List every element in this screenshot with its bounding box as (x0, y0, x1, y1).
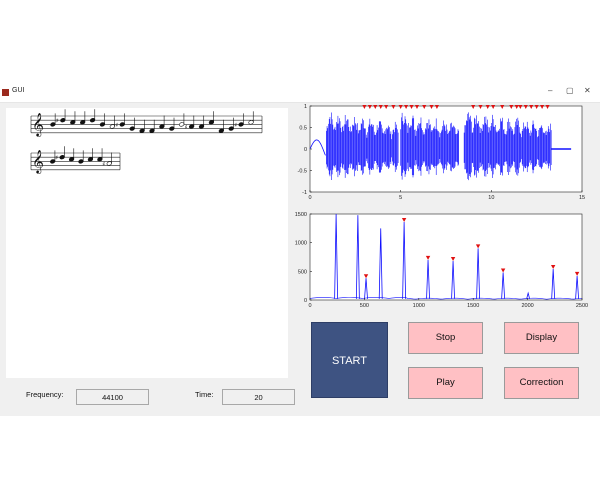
spectrum-peak (402, 222, 407, 299)
peak-marker (425, 255, 431, 260)
peak-marker (429, 105, 434, 109)
spectrum-peak (426, 259, 430, 299)
spectrum-baseline (309, 297, 583, 300)
y-tick-label: 0.5 (299, 126, 307, 132)
y-tick-label: 1 (304, 104, 307, 110)
y-tick-label: -1 (302, 190, 307, 196)
time-label: Time: (195, 390, 214, 399)
peak-marker (534, 105, 539, 109)
peak-marker (422, 105, 427, 109)
waveform-plot: 0 5 10 15 1 0.5 0 -0.5 -1 (298, 104, 586, 201)
spectrum-peak (355, 215, 360, 299)
staff-2: 𝄞 (30, 149, 121, 174)
display-button[interactable]: Display (504, 322, 579, 354)
peak-marker (367, 105, 372, 109)
y-tick-label: 500 (298, 269, 307, 275)
minimize-icon[interactable]: – (548, 86, 553, 95)
y-tick-label: 1000 (295, 241, 307, 247)
spectrum-peak (551, 269, 556, 299)
spectrum-peak (501, 272, 506, 299)
waveform-series (309, 112, 572, 181)
peak-marker (514, 105, 519, 109)
y-tick-label: 0 (304, 298, 307, 304)
sharp-icon: ♯ (234, 122, 237, 129)
peak-marker (478, 105, 483, 109)
x-tick-label: 0 (308, 195, 311, 201)
title-bar: GUI – ▢ ✕ (0, 84, 600, 103)
peak-marker (529, 105, 534, 109)
x-tick-label: 5 (399, 195, 402, 201)
time-field[interactable]: 20 (222, 389, 295, 405)
spectrum-plot: 0 500 1000 1500 2000 2500 1500 1000 500 0 (295, 212, 588, 309)
sheet-music: 𝄞 𝄞 ♯ ♯ ♯ ♯ ♯ ♯ (30, 109, 263, 174)
sharp-icon: ♯ (185, 124, 188, 131)
peak-marker (391, 105, 396, 109)
x-tick-label: 0 (308, 303, 311, 309)
spectrum-peak (334, 213, 339, 299)
frequency-label: Frequency: (26, 390, 64, 399)
maximize-icon[interactable]: ▢ (566, 86, 574, 95)
sharp-icon: ♯ (56, 118, 59, 125)
spectrum-peak (476, 248, 480, 299)
start-button[interactable]: START (311, 322, 388, 398)
treble-clef-icon: 𝄞 (32, 112, 44, 137)
peak-marker (509, 105, 514, 109)
y-tick-label: -0.5 (298, 169, 307, 175)
peak-marker (398, 105, 403, 109)
sharp-icon: ♯ (115, 122, 118, 129)
peak-marker (409, 105, 414, 109)
treble-clef-icon: 𝄞 (32, 149, 44, 174)
x-tick-label: 15 (579, 195, 585, 201)
peak-marker (491, 105, 496, 109)
peak-marker (404, 105, 409, 109)
x-tick-label: 500 (360, 303, 369, 309)
sharp-icon: ♯ (55, 155, 58, 162)
peak-marker (523, 105, 528, 109)
peak-marker (518, 105, 523, 109)
peak-marker (500, 268, 506, 273)
gui-window: GUI – ▢ ✕ 𝄞 𝄞 ♯ ♯ ♯ ♯ ♯ ♯ Frequency: 44100 T… (0, 84, 600, 416)
peak-marker (414, 105, 419, 109)
staff-1: 𝄞 (30, 112, 263, 137)
peak-marker (378, 105, 383, 109)
peak-marker (540, 105, 545, 109)
close-icon[interactable]: ✕ (584, 86, 591, 95)
spectrum-peak (378, 228, 383, 299)
peak-marker (545, 105, 550, 109)
correction-button[interactable]: Correction (504, 367, 579, 399)
peak-marker (450, 257, 456, 262)
peak-marker (362, 105, 367, 109)
x-tick-label: 2500 (576, 303, 588, 309)
x-tick-label: 2000 (521, 303, 533, 309)
spectrum-peak (575, 275, 580, 299)
spectrum-peak (526, 291, 531, 299)
spectrum-peak (451, 260, 455, 299)
app-icon (2, 89, 9, 96)
plot-frame (309, 213, 583, 301)
sharp-icon: ♯ (102, 161, 105, 168)
window-title: GUI (12, 87, 25, 94)
peak-marker (574, 271, 580, 276)
peak-marker (384, 105, 389, 109)
x-tick-label: 10 (488, 195, 494, 201)
y-tick-label: 0 (304, 147, 307, 153)
x-tick-label: 1500 (467, 303, 479, 309)
frequency-field[interactable]: 44100 (76, 389, 149, 405)
peak-marker (550, 265, 556, 270)
peak-marker (363, 274, 369, 279)
peak-marker (485, 105, 490, 109)
play-button[interactable]: Play (408, 367, 483, 399)
peak-marker (500, 105, 505, 109)
peak-marker (434, 105, 439, 109)
peak-marker (401, 218, 407, 223)
score-panel: 𝄞 𝄞 ♯ ♯ ♯ ♯ ♯ ♯ (6, 108, 288, 378)
waveform-onset (309, 139, 326, 156)
peak-marker (471, 105, 476, 109)
peak-marker (475, 244, 481, 249)
x-tick-label: 1000 (413, 303, 425, 309)
peak-marker (373, 105, 378, 109)
stop-button[interactable]: Stop (408, 322, 483, 354)
y-tick-label: 1500 (295, 212, 307, 218)
